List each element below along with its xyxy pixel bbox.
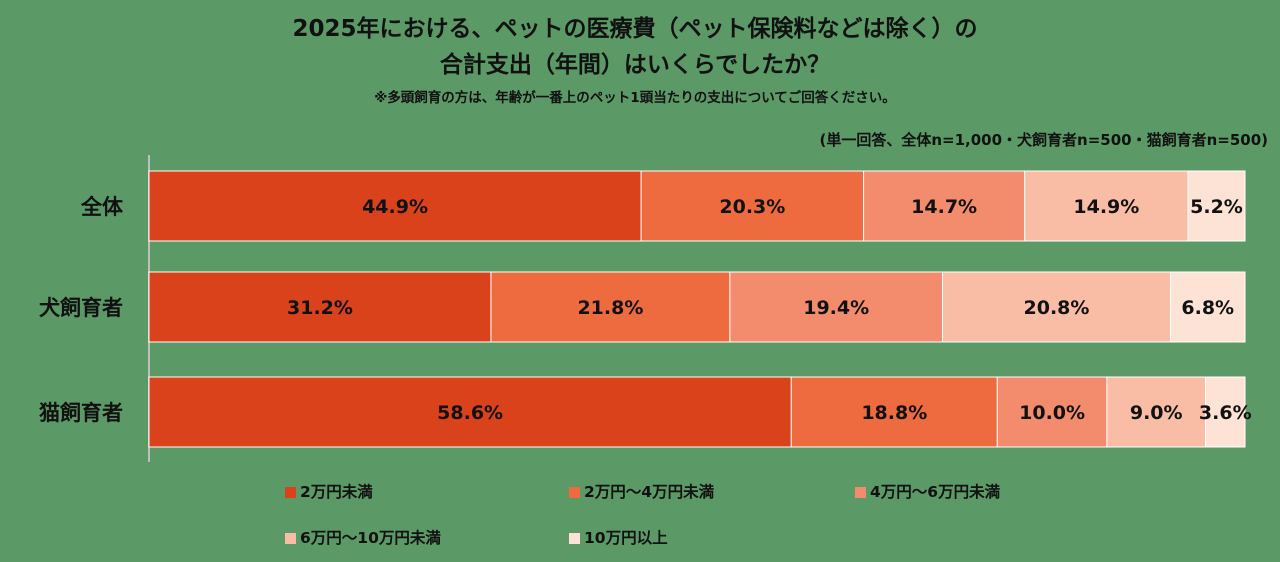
bar-segment [1169, 271, 1246, 343]
bar-segment [1024, 170, 1189, 242]
data-label: 19.4% [803, 297, 869, 319]
chart-title-line-2: 合計支出（年間）はいくらでしたか？ [439, 52, 831, 78]
category-label: 犬飼育者 [39, 296, 123, 320]
bar-segment [640, 170, 865, 242]
legend-label: 2万円未満 [300, 483, 373, 501]
legend-swatch [285, 532, 296, 544]
bar-segment [942, 271, 1171, 343]
category-label: 全体 [80, 195, 124, 219]
legend-item: 6万円～10万円未満 [285, 528, 441, 548]
legend-item: 2万円～4万円未満 [569, 482, 714, 502]
chart-title-line-1: 2025年における、ペットの医療費（ペット保険料などは除く）の [292, 16, 978, 42]
legend-item: 4万円～6万円未満 [855, 482, 1000, 502]
bar-segment [148, 271, 492, 343]
legend-label: 4万円～6万円未満 [870, 483, 1001, 501]
category-label: 猫飼育者 [39, 401, 123, 425]
legend-item: 2万円未満 [285, 482, 373, 502]
legend-swatch [569, 486, 580, 498]
data-label: 14.9% [1073, 196, 1139, 218]
bar-segment [863, 170, 1026, 242]
chart-note: ※多頭飼育の方は、年齢が一番上のペット1頭当たりの支出についてご回答ください。 [374, 90, 896, 106]
data-label: 44.9% [362, 196, 428, 218]
chart-legend: 2万円未満 2万円～4万円未満 4万円～6万円未満 6万円～10万円未満 10万円以上 [0, 478, 1280, 558]
data-label: 10.0% [1019, 402, 1085, 424]
data-label: 20.8% [1024, 297, 1090, 319]
legend-label: 10万円以上 [584, 529, 668, 547]
data-label: 3.6% [1199, 402, 1252, 424]
bar-segment [1205, 376, 1246, 448]
stacked-bar-chart: 全体 44.9% 20.3% 14.7% 14.9% 5.2% 犬飼育者 31.2% 21.8%… [39, 155, 1252, 462]
bar-segment [790, 376, 998, 448]
data-label: 6.8% [1181, 297, 1234, 319]
data-label: 14.7% [911, 196, 977, 218]
legend-label: 6万円～10万円未満 [300, 529, 441, 547]
bar-segment [1187, 170, 1246, 242]
data-label: 5.2% [1190, 196, 1243, 218]
data-label: 18.8% [861, 402, 927, 424]
legend-item: 10万円以上 [569, 528, 668, 548]
data-label: 20.3% [719, 196, 785, 218]
bar-segment [148, 376, 792, 448]
bar-segment [996, 376, 1108, 448]
legend-swatch [855, 486, 866, 498]
data-label: 21.8% [577, 297, 643, 319]
sample-size-note: (単一回答、全体n=1,000・犬飼育者n=500・猫飼育者n=500) [819, 131, 1268, 149]
data-label: 9.0% [1130, 402, 1183, 424]
legend-swatch [285, 486, 296, 498]
bar-segment [490, 271, 731, 343]
data-label: 31.2% [287, 297, 353, 319]
bar-segment [729, 271, 944, 343]
legend-swatch [569, 532, 580, 544]
data-label: 58.6% [437, 402, 503, 424]
legend-label: 2万円～4万円未満 [584, 483, 715, 501]
